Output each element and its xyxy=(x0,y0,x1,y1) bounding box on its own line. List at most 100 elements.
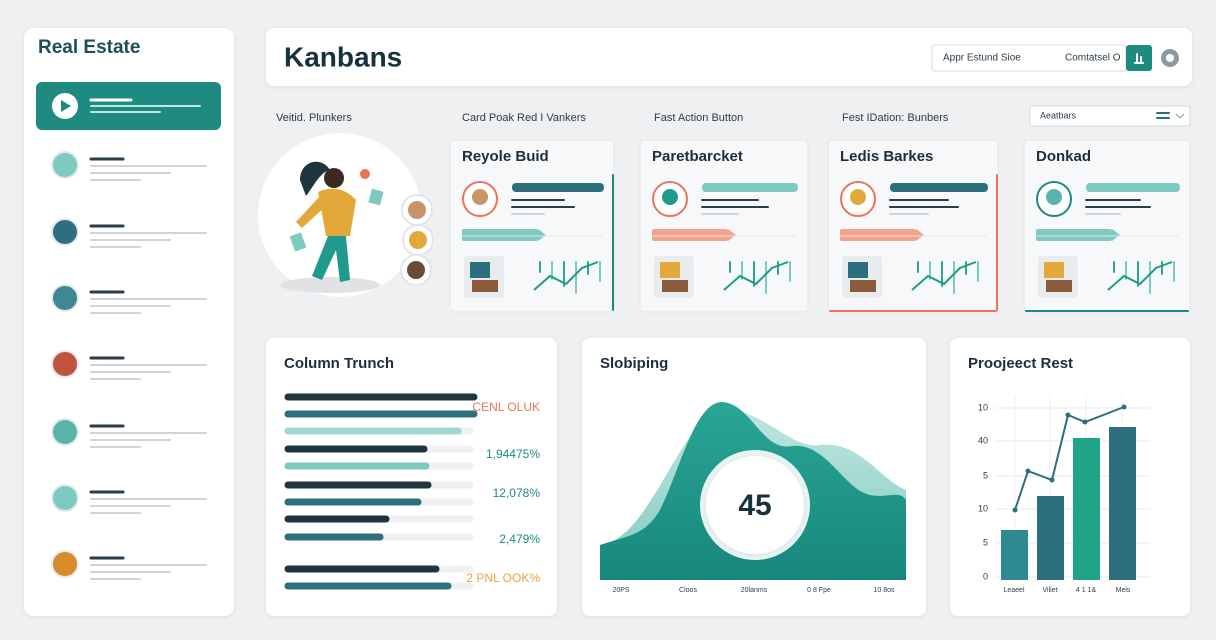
nav-icon xyxy=(51,151,79,179)
column-label: Fast Action Button xyxy=(654,112,743,124)
column-label: Card Poak Red I Vankers xyxy=(462,112,586,124)
card-title: Ledis Barkes xyxy=(840,148,933,165)
y-label: 5 xyxy=(983,537,988,547)
card-avatar-face xyxy=(850,189,866,205)
card-tag xyxy=(462,229,538,241)
paper xyxy=(289,232,307,252)
panel-title: Column Trunch xyxy=(284,355,394,372)
y-label: 40 xyxy=(978,435,988,445)
person-head xyxy=(324,168,344,188)
column-label: Fest IDation: Bunbers xyxy=(842,112,949,124)
bar-label: 12,078% xyxy=(493,486,541,500)
card-title: Paretbarcket xyxy=(652,148,743,165)
x-label: 4 1 1& xyxy=(1076,587,1097,594)
illustration-shadow xyxy=(280,277,380,293)
panel xyxy=(266,338,557,616)
nav-icon xyxy=(51,418,79,446)
trend-line xyxy=(1014,406,1125,511)
card-illustration xyxy=(662,280,688,292)
panel-title: Slobiping xyxy=(600,355,668,372)
filter-text: Comtatsel O xyxy=(1065,53,1121,64)
x-label: 20PS xyxy=(612,587,629,594)
card-trend xyxy=(533,261,599,291)
person-arm xyxy=(296,196,326,228)
card-trend xyxy=(911,261,977,291)
x-label: Cloos xyxy=(679,587,697,594)
trend-point xyxy=(1012,507,1018,513)
panel-title: Proojeect Rest xyxy=(968,355,1073,372)
card-illustration xyxy=(1044,262,1064,278)
bar xyxy=(1037,496,1064,580)
page-title: Kanbans xyxy=(284,41,402,72)
card-tag-arrow xyxy=(538,229,546,241)
card-illustration xyxy=(850,280,876,292)
avatar xyxy=(407,261,425,279)
bar-label: 2 PNL OOK% xyxy=(466,571,540,585)
x-label: Mels xyxy=(1116,587,1131,594)
card-trend xyxy=(1107,261,1173,291)
search-button[interactable] xyxy=(1126,45,1152,71)
card-illustration xyxy=(472,280,498,292)
card-pill xyxy=(890,183,988,192)
card-illustration xyxy=(1046,280,1072,292)
card-illustration xyxy=(470,262,490,278)
dropdown[interactable] xyxy=(1029,105,1191,127)
nav-icon xyxy=(51,484,79,512)
dropdown-text: Aeatbars xyxy=(1040,110,1077,120)
bar-label: 1,94475% xyxy=(486,447,540,461)
y-label: 10 xyxy=(978,402,988,412)
person-body xyxy=(318,188,356,236)
column-label: Veitid. Plunkers xyxy=(276,112,352,124)
card-pill xyxy=(512,183,604,192)
nav-icon xyxy=(51,284,79,312)
card-title: Donkad xyxy=(1036,148,1091,165)
x-label: 20lanms xyxy=(741,587,768,594)
card-trend xyxy=(723,261,789,291)
x-label: 10 8os xyxy=(873,587,895,594)
trend-point xyxy=(1121,404,1127,410)
y-label: 0 xyxy=(983,571,988,581)
card-avatar-face xyxy=(472,189,488,205)
paper xyxy=(368,188,384,206)
trend-point xyxy=(1049,477,1055,483)
card-tag xyxy=(840,229,916,241)
card-tag-arrow xyxy=(1112,229,1120,241)
dropdown-caret xyxy=(1175,113,1185,119)
bar-label: 2,479% xyxy=(499,532,540,546)
trend-point xyxy=(1025,468,1031,474)
card-avatar-face xyxy=(662,189,678,205)
avatar xyxy=(409,231,427,249)
bar xyxy=(1001,530,1028,580)
gauge-value: 45 xyxy=(738,489,771,522)
card-tag xyxy=(1036,229,1112,241)
gauge xyxy=(706,456,804,554)
bar-label: CENL OLUK xyxy=(472,400,540,414)
card-tag-arrow xyxy=(728,229,736,241)
card-tag-arrow xyxy=(916,229,924,241)
card-illustration xyxy=(660,262,680,278)
person-hair xyxy=(300,161,330,196)
card-pill xyxy=(1086,183,1180,192)
card-avatar-face xyxy=(1046,189,1062,205)
y-label: 5 xyxy=(983,470,988,480)
x-label: Leaeel xyxy=(1003,587,1024,594)
nav-icon xyxy=(51,550,79,578)
bar xyxy=(1109,427,1136,580)
nav-icon xyxy=(51,218,79,246)
y-label: 10 xyxy=(978,503,988,513)
search-text: Appr Estund Sioe xyxy=(943,53,1021,64)
nav-icon xyxy=(51,350,79,378)
person-legs xyxy=(312,236,350,282)
badge xyxy=(360,169,370,179)
card-tag xyxy=(652,229,728,241)
card-title: Reyole Buid xyxy=(462,148,549,165)
card-pill xyxy=(702,183,798,192)
user-button-inner xyxy=(1166,54,1174,62)
avatar xyxy=(408,201,426,219)
trend-point xyxy=(1065,412,1071,418)
play-icon xyxy=(61,100,71,112)
x-label: 0 8 Fpe xyxy=(807,587,831,594)
sidebar-title: Real Estate xyxy=(38,37,140,58)
